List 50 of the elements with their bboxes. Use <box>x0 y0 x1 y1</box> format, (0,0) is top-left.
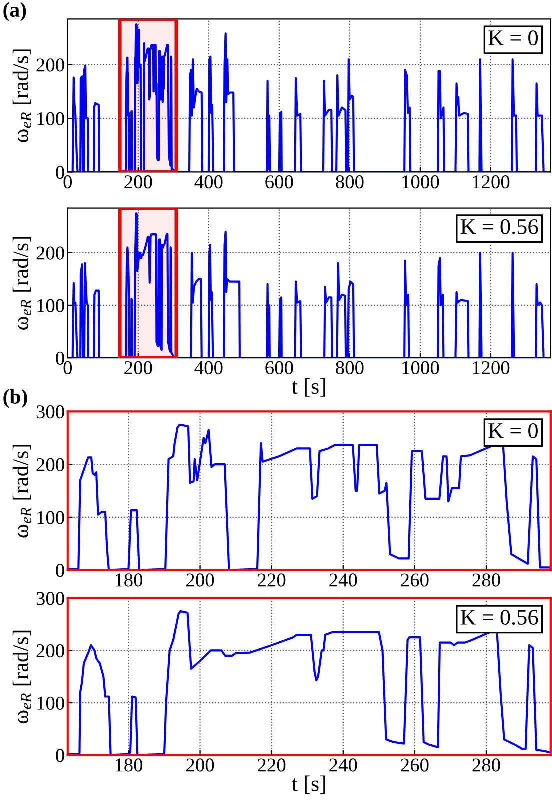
x-tick-label: 400 <box>194 361 223 375</box>
x-tick-label: 280 <box>472 758 500 772</box>
y-tick-label: 200 <box>36 644 64 658</box>
x-tick-label: 800 <box>336 361 364 375</box>
x-tick-label: 200 <box>124 361 152 375</box>
x-tick-label: 260 <box>401 758 429 772</box>
annotation: K = 0 <box>488 423 538 438</box>
x-tick-label: 400 <box>194 176 223 189</box>
y-axis-title: ω$_{eR}$ [rad/s] <box>12 237 32 330</box>
x-tick-label: 600 <box>266 176 294 189</box>
x-tick-label: 1000 <box>402 361 440 375</box>
x-axis-title: t [s] <box>292 378 326 397</box>
y-tick-label: 100 <box>38 696 64 710</box>
x-tick-label: 180 <box>116 574 143 587</box>
text: (b) <box>4 389 28 408</box>
y-tick-label: 200 <box>36 246 64 260</box>
x-tick-label: 600 <box>266 361 294 375</box>
y-tick-label: 300 <box>36 406 64 419</box>
y-tick-label: 100 <box>38 112 64 126</box>
x-tick-label: 220 <box>258 574 286 587</box>
y-axis-title: ω$_{eR}$ [rad/s] <box>12 630 32 724</box>
y-tick-label: 0 <box>56 749 64 762</box>
x-axis-title: t [s] <box>292 776 326 794</box>
x-tick-label: 260 <box>401 574 429 587</box>
annotation: K = 0.56 <box>460 219 538 234</box>
x-tick-label: 280 <box>472 574 500 587</box>
x-tick-label: 200 <box>186 758 214 772</box>
y-tick-label: 0 <box>56 564 64 578</box>
annotation: K = 0 <box>488 30 538 46</box>
y-tick-label: 100 <box>38 299 64 312</box>
y-axis-title: ω$_{eR}$ [rad/s] <box>12 50 32 143</box>
y-tick-label: 0 <box>56 166 64 180</box>
annotation: K = 0.56 <box>460 610 538 626</box>
x-tick-label: 180 <box>116 758 143 772</box>
x-tick-label: 200 <box>186 574 214 587</box>
x-tick-label: 800 <box>336 176 364 189</box>
x-tick-label: 200 <box>124 176 152 189</box>
y-axis-title: ω$_{eR}$ [rad/s] <box>12 445 32 538</box>
y-tick-label: 300 <box>36 592 64 606</box>
x-tick-label: 240 <box>330 758 358 772</box>
x-tick-label: 240 <box>330 574 358 587</box>
y-tick-label: 100 <box>38 511 64 524</box>
y-tick-label: 0 <box>56 352 64 365</box>
x-tick-label: 1200 <box>473 176 510 189</box>
text: (a) <box>4 2 26 22</box>
x-tick-label: 220 <box>258 758 286 772</box>
x-tick-label: 1200 <box>473 361 510 375</box>
y-tick-label: 200 <box>36 458 64 472</box>
x-tick-label: 1000 <box>402 176 440 189</box>
y-tick-label: 200 <box>36 58 64 72</box>
